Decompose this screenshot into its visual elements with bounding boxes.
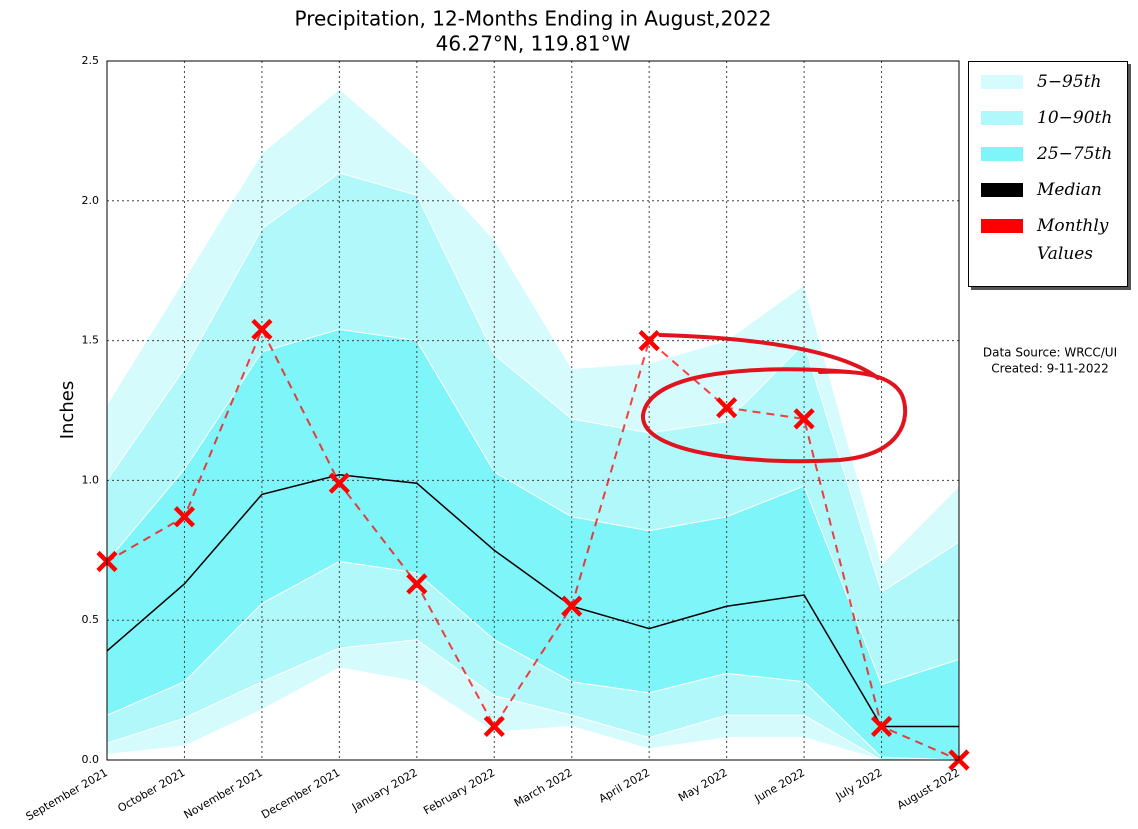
chart-title: Precipitation, 12-Months Ending in Augus…: [295, 7, 772, 31]
monthly-marker: [716, 397, 738, 419]
plot-frame: [106, 60, 960, 761]
legend-item: 10−90th: [977, 104, 1119, 132]
x-tick-label: July 2022: [833, 766, 885, 803]
monthly-marker: [328, 472, 350, 494]
created-note: Created: 9-11-2022: [991, 362, 1108, 376]
x-tick-label: January 2022: [349, 766, 420, 814]
monthly-marker: [561, 595, 583, 617]
y-tick-label: 0.0: [82, 753, 100, 766]
y-tick-label: 0.5: [82, 613, 100, 626]
legend-label: Monthly Values: [1037, 216, 1109, 264]
monthly-marker: [638, 330, 660, 352]
y-tick-label: 2.5: [82, 54, 100, 67]
hand-annotation: [640, 333, 908, 464]
chart-subtitle: 46.27°N, 119.81°W: [436, 32, 631, 56]
legend-item: Median: [977, 176, 1119, 204]
monthly-marker: [793, 408, 815, 430]
monthly-marker: [251, 318, 273, 341]
x-tick-label: March 2022: [512, 766, 575, 810]
y-tick-label: 1.5: [82, 334, 100, 347]
legend-label: 10−90th: [1037, 108, 1113, 128]
x-tick-label: June 2022: [752, 766, 807, 805]
legend: 5−95th 10−90th 25−75th Median Monthly Values: [968, 61, 1128, 287]
legend-swatch: [981, 219, 1023, 233]
x-tick-label: April 2022: [597, 766, 653, 806]
plot-area: 0.0 0.5 1.0 1.5 2.0 2.5 September 2021 October …: [24, 54, 970, 823]
x-tick-label: December 2021: [259, 766, 342, 822]
x-tick-label: September 2021: [24, 766, 110, 823]
monthly-marker: [483, 715, 505, 738]
monthly-marker: [406, 573, 428, 595]
legend-swatch: [981, 147, 1023, 161]
x-tick-label: May 2022: [676, 766, 729, 804]
legend-swatch: [981, 75, 1023, 89]
x-tick-label: November 2021: [182, 766, 265, 822]
legend-item: 5−95th: [977, 68, 1119, 96]
legend-label: Median: [1037, 180, 1102, 200]
monthly-marker: [173, 506, 196, 528]
y-tick-label: 1.0: [82, 473, 100, 486]
monthly-marker: [870, 715, 893, 738]
legend-swatch: [981, 111, 1023, 125]
x-tick-label: February 2022: [421, 766, 497, 817]
y-axis-label: Inches: [57, 381, 78, 439]
x-tick-label: October 2021: [116, 766, 188, 815]
legend-swatch: [981, 183, 1023, 197]
legend-label: 5−95th: [1037, 72, 1102, 92]
median-line: [106, 474, 959, 728]
legend-label: 25−75th: [1037, 144, 1113, 164]
monthly-line: [106, 327, 960, 761]
y-tick-label: 2.0: [82, 194, 100, 207]
legend-item: 25−75th: [977, 140, 1119, 168]
source-note: Data Source: WRCC/UI: [983, 346, 1117, 360]
legend-item: Monthly Values: [977, 212, 1119, 268]
x-tick-label: August 2022: [895, 766, 962, 812]
